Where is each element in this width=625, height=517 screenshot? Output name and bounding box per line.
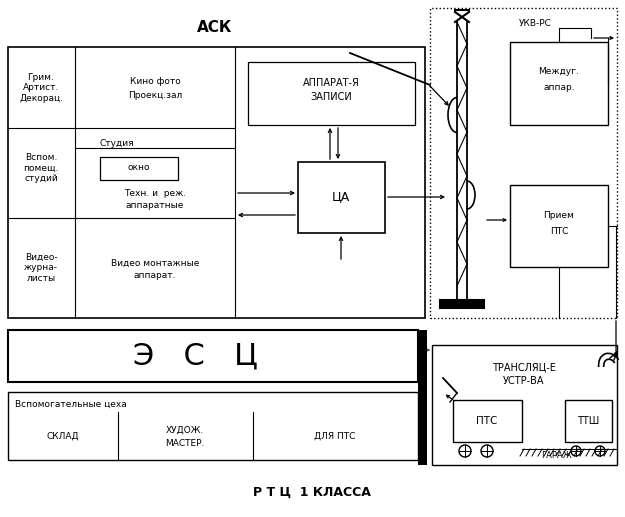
Bar	[510, 185, 608, 267]
Bar	[8, 392, 418, 460]
Text: ПТС: ПТС	[550, 227, 568, 236]
Text: Видео монтажные: Видео монтажные	[111, 258, 199, 267]
Text: аппарат.: аппарат.	[134, 271, 176, 281]
Bar	[453, 400, 522, 442]
Text: Грим.
Артист.
Декорац.: Грим. Артист. Декорац.	[19, 73, 63, 103]
Text: ЗАПИСИ: ЗАПИСИ	[310, 92, 352, 102]
Text: аппаратные: аппаратные	[126, 202, 184, 210]
Bar	[248, 62, 415, 125]
Text: Проекц.зал: Проекц.зал	[128, 90, 182, 99]
Text: ПТС: ПТС	[476, 416, 498, 426]
Text: ХУДОЖ.: ХУДОЖ.	[166, 425, 204, 434]
Text: ТРАНСЛЯЦ-Е: ТРАНСЛЯЦ-Е	[492, 362, 556, 372]
Text: Техн. и  реж.: Техн. и реж.	[124, 189, 186, 197]
Bar	[8, 47, 425, 318]
Bar	[430, 8, 617, 318]
Bar	[418, 330, 427, 465]
Text: ТТШ: ТТШ	[577, 416, 599, 426]
Text: Прием: Прием	[544, 210, 574, 220]
Text: окно: окно	[127, 163, 150, 173]
Bar	[8, 330, 418, 382]
Bar	[100, 157, 178, 180]
Text: Вспом.
помещ.
студий: Вспом. помещ. студий	[23, 153, 59, 183]
Text: МАСТЕР.: МАСТЕР.	[165, 439, 205, 449]
Text: Студия: Студия	[100, 139, 134, 147]
Text: ДЛЯ ПТС: ДЛЯ ПТС	[314, 432, 356, 440]
Bar	[510, 42, 608, 125]
Bar	[565, 400, 612, 442]
Text: СКЛАД: СКЛАД	[47, 432, 79, 440]
Text: АСК: АСК	[198, 21, 232, 36]
Bar	[298, 162, 385, 233]
Bar	[432, 345, 617, 465]
Text: аппар.: аппар.	[543, 84, 575, 93]
Text: УКВ-РС: УКВ-РС	[519, 19, 551, 27]
Text: Видео-
журна-
листы: Видео- журна- листы	[24, 253, 58, 283]
Text: АППАРАТ-Я: АППАРАТ-Я	[302, 78, 359, 88]
Text: ЦА: ЦА	[332, 190, 350, 204]
Text: Э   С   Ц: Э С Ц	[132, 342, 258, 371]
Text: Вспомогательные цеха: Вспомогательные цеха	[15, 400, 127, 408]
Text: УСТР-ВА: УСТР-ВА	[503, 376, 545, 386]
Text: Кино фото: Кино фото	[129, 78, 181, 86]
Text: ГАРАЖ: ГАРАЖ	[541, 450, 571, 460]
Text: Р Т Ц  1 КЛАССА: Р Т Ц 1 КЛАССА	[253, 485, 371, 498]
Text: Междуг.: Междуг.	[539, 68, 579, 77]
